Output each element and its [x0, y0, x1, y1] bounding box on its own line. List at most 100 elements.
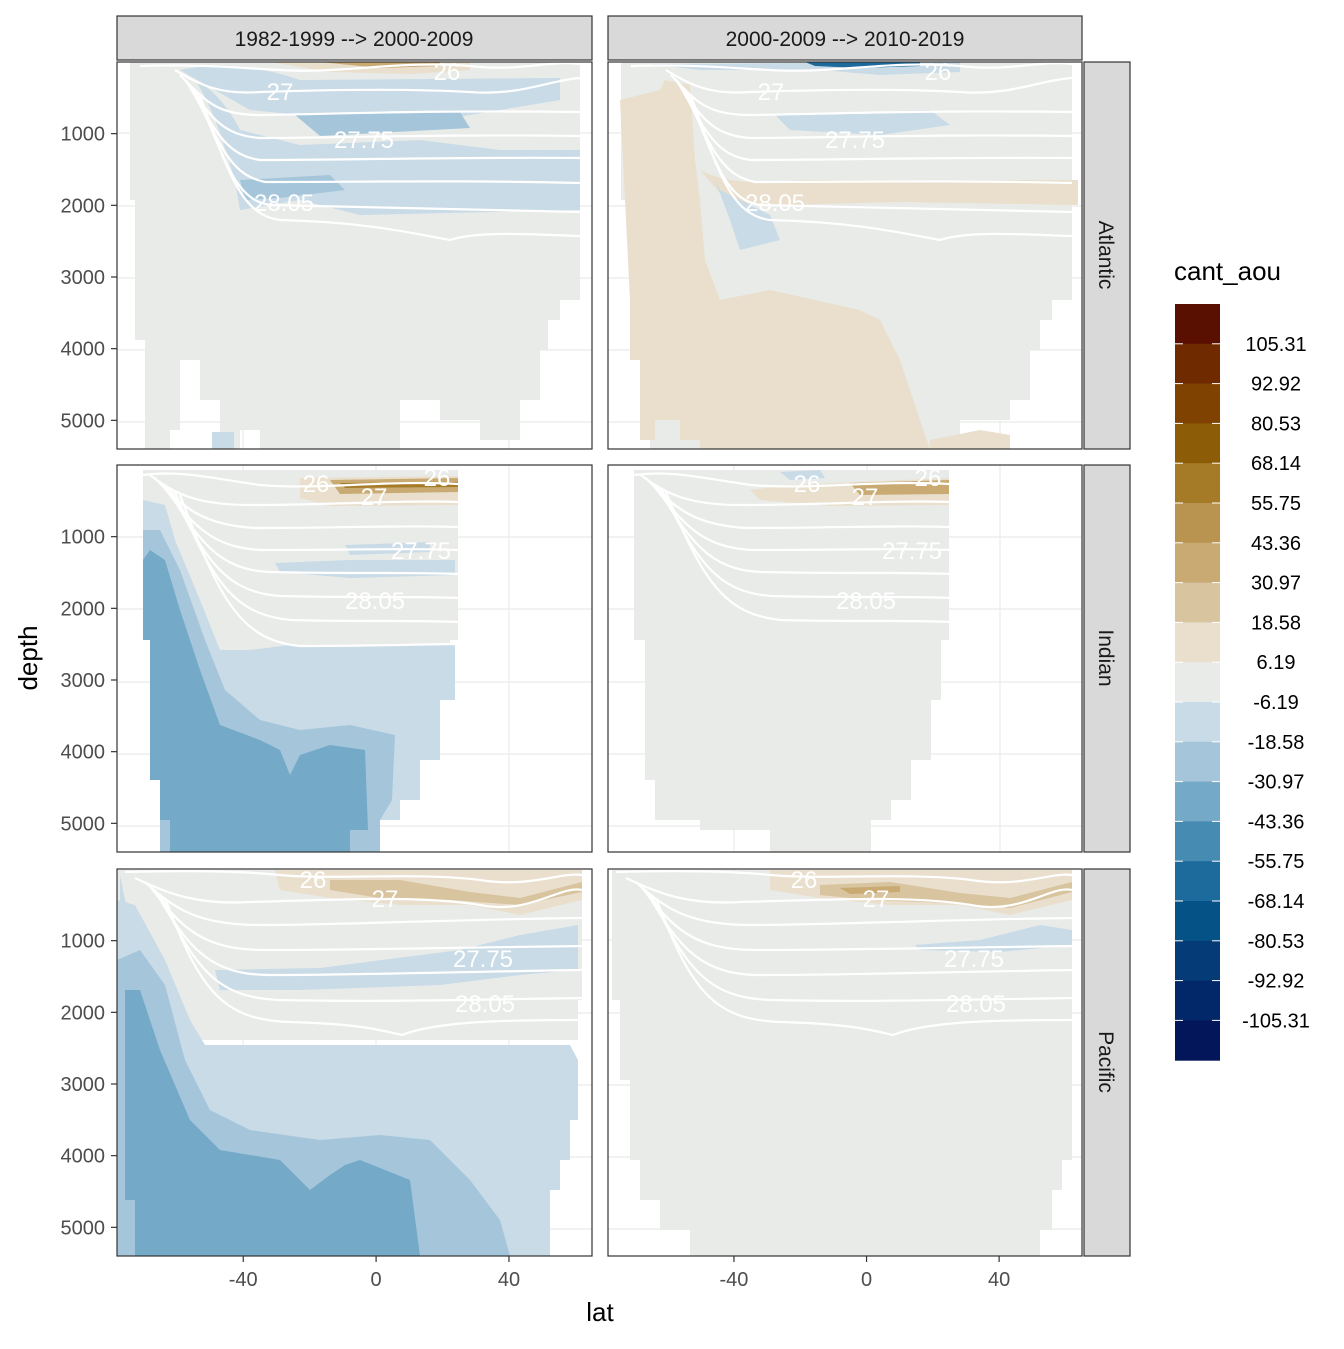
legend-break-label: -68.14: [1248, 891, 1305, 913]
legend-title: cant_aou: [1174, 256, 1281, 286]
y-tick-label: 2000: [61, 1002, 106, 1024]
positive-layer: [840, 886, 900, 894]
y-tick-label: 5000: [61, 410, 106, 432]
density-contour-lines: [615, 870, 1073, 1037]
legend-color-swatch: [1175, 503, 1220, 544]
x-tick-label: 40: [988, 1269, 1010, 1291]
y-tick-label: 5000: [61, 813, 106, 835]
legend-color-swatch: [1175, 622, 1220, 663]
y-tick-label: 4000: [61, 742, 106, 764]
contour-label: 28.05: [946, 991, 1006, 1018]
contour-label: 28.05: [836, 588, 896, 615]
legend-color-swatch: [1175, 463, 1220, 504]
legend-break-label: 18.58: [1251, 612, 1301, 634]
panel-atlantic-period1: 27 26 27.75 28.05: [116, 59, 593, 450]
x-tick-label: 0: [861, 1269, 872, 1291]
axes-layer: -40 0 40 -40 0 40 1000 2000 3000 4000 5000 1000 2000…: [61, 124, 1011, 1291]
row-strip-pacific-label: Pacific: [1094, 1031, 1117, 1093]
column-strip-1: 1982-1999 --> 2000-2009: [116, 15, 593, 61]
legend-color-swatch: [1175, 423, 1220, 464]
contour-label: 26: [424, 465, 451, 492]
negative-patch: [715, 180, 780, 250]
contour-labels: 26 27 27.75 28.05: [791, 867, 1006, 1018]
contour-labels: 27 26 27.75 28.05: [254, 59, 461, 217]
negative-layer: [295, 112, 470, 136]
x-tick-label: -40: [720, 1269, 749, 1291]
x-axis-title: lat: [586, 1297, 614, 1327]
section-neutral-fill: [634, 470, 949, 852]
legend-break-label: -80.53: [1248, 931, 1305, 953]
contour-label: 27: [852, 484, 879, 511]
y-tick-label: 4000: [61, 1146, 106, 1168]
negative-layer: [775, 110, 950, 135]
contour-label: 27.75: [825, 127, 885, 154]
legend-break-label: 92.92: [1251, 374, 1301, 396]
x-tick-label: 40: [498, 1269, 520, 1291]
legend-break-label: -30.97: [1248, 772, 1305, 794]
contour-label: 27: [361, 484, 388, 511]
y-tick-label: 4000: [61, 339, 106, 361]
panel-indian-period2: 26 27 26 27.75 28.05: [607, 464, 1083, 853]
contour-label: 26: [791, 867, 818, 894]
positive-region: [620, 80, 930, 449]
contour-label: 28.05: [345, 588, 405, 615]
legend-break-label: 55.75: [1251, 493, 1301, 515]
contour-label: 28.05: [455, 991, 515, 1018]
legend-color-swatch: [1175, 582, 1220, 623]
contour-label: 27: [372, 886, 399, 913]
x-tick-label: 0: [371, 1269, 382, 1291]
legend-color-swatch: [1175, 861, 1220, 902]
legend-color-swatch: [1175, 821, 1220, 862]
contour-label: 27.75: [944, 946, 1004, 973]
y-tick-label: 3000: [61, 267, 106, 289]
positive-layer: [320, 62, 440, 68]
density-contour-lines: [124, 870, 583, 1037]
legend-break-label: 43.36: [1251, 533, 1301, 555]
y-tick-label: 1000: [61, 124, 106, 146]
contour-label: 27: [758, 79, 785, 106]
legend-break-label: -6.19: [1253, 692, 1299, 714]
legend-break-label: -18.58: [1248, 732, 1305, 754]
panel-pacific-period2: 26 27 27.75 28.05: [607, 867, 1083, 1257]
panel-atlantic-period2: 27 26 27.75 28.05: [607, 59, 1083, 450]
legend-break-label: 68.14: [1251, 453, 1301, 475]
contour-label: 26: [794, 471, 821, 498]
column-strip-1-label: 1982-1999 --> 2000-2009: [235, 28, 474, 51]
legend-break-label: -43.36: [1248, 811, 1305, 833]
negative-layer: [180, 65, 560, 120]
contour-label: 26: [303, 471, 330, 498]
contour-label: 26: [300, 867, 327, 894]
row-strip-atlantic-label: Atlantic: [1094, 221, 1117, 290]
y-axis-title: depth: [13, 625, 43, 690]
contour-label: 28.05: [745, 190, 805, 217]
row-strip-indian: Indian: [1083, 464, 1131, 853]
legend-color-swatch: [1175, 304, 1220, 345]
legend-color-swatch: [1175, 741, 1220, 783]
legend-break-label: 30.97: [1251, 573, 1301, 595]
density-contour-lines: [139, 62, 581, 242]
legend-color-swatch: [1175, 1020, 1220, 1061]
contour-labels: 26 27 26 27.75 28.05: [303, 465, 451, 615]
contour-label: 27: [863, 886, 890, 913]
negative-layer: [120, 875, 130, 915]
positive-layer: [330, 880, 582, 905]
contour-label: 26: [434, 59, 461, 86]
legend-color-swatch: [1175, 662, 1220, 703]
legend: cant_aou 105.31 92.92 80.53 68.14 55.75 43.36 3…: [1174, 256, 1310, 1061]
legend-break-label: 80.53: [1251, 413, 1301, 435]
negative-layer: [915, 925, 1072, 952]
legend-break-label: -92.92: [1248, 971, 1305, 993]
contour-label: 27.75: [882, 538, 942, 565]
column-strip-2: 2000-2009 --> 2010-2019: [607, 15, 1083, 61]
legend-color-swatch: [1175, 901, 1220, 942]
panel-pacific-period1: 26 27 27.75 28.05: [116, 867, 593, 1257]
x-tick-label: -40: [229, 1269, 258, 1291]
contour-label: 27.75: [334, 127, 394, 154]
y-tick-label: 1000: [61, 931, 106, 953]
density-contour-lines: [630, 62, 1073, 242]
contour-label: 26: [925, 59, 952, 86]
contour-label: 27.75: [391, 538, 451, 565]
negative-patch: [780, 470, 825, 480]
positive-layer: [700, 170, 1078, 205]
